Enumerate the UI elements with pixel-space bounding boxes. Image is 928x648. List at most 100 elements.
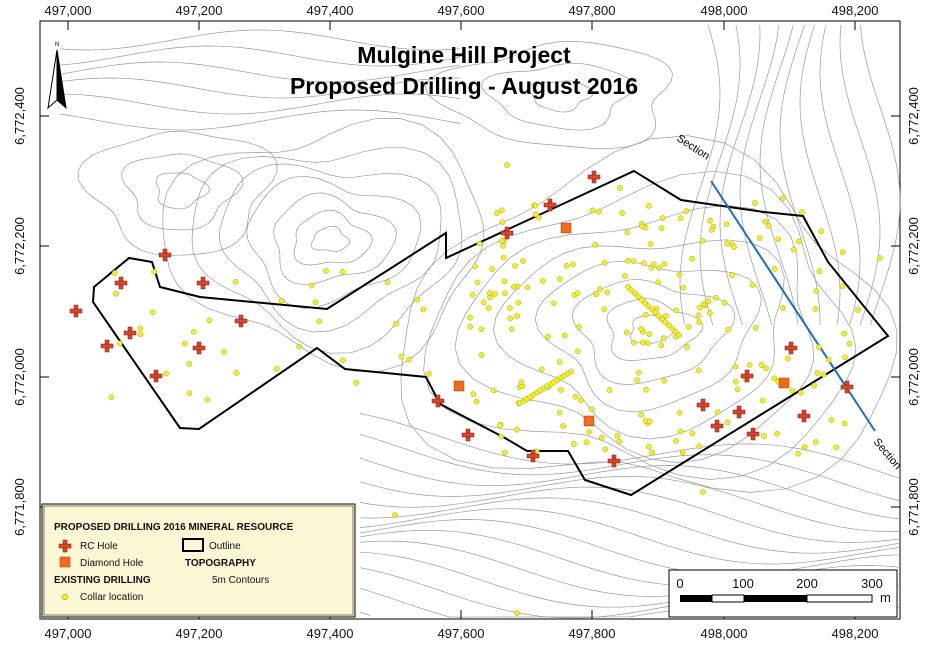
collar-marker bbox=[340, 357, 346, 363]
collar-marker bbox=[798, 389, 804, 396]
collar-marker bbox=[790, 246, 797, 253]
legend-topography-heading: TOPOGRAPHY bbox=[185, 558, 256, 569]
collar-marker bbox=[500, 242, 507, 249]
collar-marker bbox=[232, 278, 239, 285]
collar-marker bbox=[646, 418, 653, 425]
collar-marker bbox=[578, 397, 584, 404]
collar-marker bbox=[151, 268, 157, 275]
collar-marker bbox=[696, 443, 703, 450]
collar-marker bbox=[763, 365, 769, 372]
collar-marker bbox=[190, 328, 197, 335]
collar-marker bbox=[602, 446, 609, 453]
contour-line bbox=[359, 433, 901, 502]
collar-marker bbox=[393, 320, 400, 327]
collar-marker bbox=[518, 379, 525, 386]
contour-line bbox=[59, 109, 461, 131]
collar-marker bbox=[604, 289, 611, 296]
collar-marker bbox=[714, 409, 721, 416]
collar-marker bbox=[583, 439, 590, 446]
collar-marker bbox=[514, 610, 520, 616]
collar-marker bbox=[673, 437, 679, 444]
collar-marker bbox=[414, 296, 420, 303]
collar-marker bbox=[206, 317, 213, 324]
collar-marker bbox=[557, 387, 564, 393]
y-tick-right-6772200: 6,772,200 bbox=[906, 217, 921, 275]
legend-rc-hole-label: RC Hole bbox=[80, 541, 118, 552]
rc-hole-marker bbox=[732, 405, 746, 419]
collar-marker bbox=[273, 365, 280, 372]
collar-marker bbox=[498, 433, 504, 440]
collar-marker bbox=[841, 330, 848, 337]
contour-line bbox=[528, 80, 594, 113]
diamond-hole-marker bbox=[560, 222, 572, 234]
collar-marker bbox=[752, 325, 759, 331]
x-tick-bottom-497600: 497,600 bbox=[438, 626, 485, 641]
contour-line bbox=[59, 29, 461, 51]
rc-hole-marker bbox=[607, 454, 621, 468]
collar-marker bbox=[732, 378, 739, 385]
collar-marker bbox=[625, 257, 631, 264]
collar-marker bbox=[588, 406, 595, 413]
rc-hole-marker bbox=[526, 449, 540, 463]
collar-marker bbox=[707, 217, 713, 224]
collar-marker bbox=[705, 298, 711, 304]
collar-marker bbox=[630, 258, 637, 265]
collar-marker bbox=[507, 315, 514, 322]
collar-marker bbox=[568, 368, 574, 375]
contour-line bbox=[59, 45, 461, 67]
collar-marker bbox=[502, 449, 508, 456]
contour-line bbox=[162, 118, 485, 373]
collar-marker bbox=[204, 396, 211, 403]
collar-marker bbox=[638, 411, 644, 418]
contour-line bbox=[480, 62, 635, 131]
collar-marker bbox=[833, 444, 840, 451]
x-tick-top-497400: 497,400 bbox=[307, 3, 354, 18]
collar-marker bbox=[811, 382, 817, 389]
diamond-hole-marker bbox=[583, 415, 595, 427]
collar-marker bbox=[680, 284, 687, 291]
collar-marker bbox=[221, 349, 227, 355]
collar-marker bbox=[137, 325, 144, 332]
collar-marker bbox=[638, 326, 644, 332]
collar-marker bbox=[624, 229, 631, 236]
rc-hole-marker bbox=[234, 314, 248, 328]
collar-marker bbox=[113, 290, 119, 297]
collar-marker bbox=[801, 444, 808, 450]
collar-marker bbox=[560, 423, 566, 429]
contour-line bbox=[77, 130, 278, 256]
collar-marker bbox=[707, 310, 713, 316]
collar-marker bbox=[658, 342, 665, 349]
rc-hole-marker bbox=[740, 369, 754, 383]
collar-marker bbox=[532, 211, 539, 218]
collar-marker bbox=[721, 300, 728, 306]
contour-line bbox=[310, 225, 351, 252]
collar-marker bbox=[278, 298, 285, 304]
collar-marker bbox=[841, 420, 848, 427]
collar-marker bbox=[732, 363, 739, 370]
collar-marker bbox=[812, 306, 819, 312]
collar-marker bbox=[494, 210, 500, 216]
diamond-hole-marker bbox=[453, 380, 465, 392]
collar-marker bbox=[661, 260, 668, 267]
scale-label-200: 200 bbox=[796, 576, 818, 591]
contour-line bbox=[719, 24, 761, 326]
rc-hole-marker bbox=[840, 380, 854, 394]
collar-marker bbox=[551, 300, 557, 307]
collar-marker bbox=[708, 227, 715, 233]
collar-marker bbox=[639, 339, 646, 346]
collar-marker bbox=[524, 284, 531, 291]
legend-existing-heading: EXISTING DRILLING bbox=[54, 575, 151, 586]
collar-marker bbox=[339, 269, 346, 275]
collar-marker bbox=[593, 291, 600, 298]
collar-marker bbox=[676, 409, 683, 416]
collar-marker bbox=[684, 343, 690, 350]
collar-marker bbox=[514, 313, 520, 319]
north-arrow-icon: N bbox=[47, 42, 67, 110]
scale-label-300: 300 bbox=[861, 576, 883, 591]
x-tick-bottom-497400: 497,400 bbox=[307, 626, 354, 641]
x-tick-top-497200: 497,200 bbox=[176, 3, 223, 18]
collar-marker bbox=[700, 489, 706, 495]
x-tick-top-497000: 497,000 bbox=[45, 3, 92, 18]
scale-bar: 0 100 200 300 m bbox=[668, 569, 898, 618]
collar-marker bbox=[499, 238, 505, 244]
